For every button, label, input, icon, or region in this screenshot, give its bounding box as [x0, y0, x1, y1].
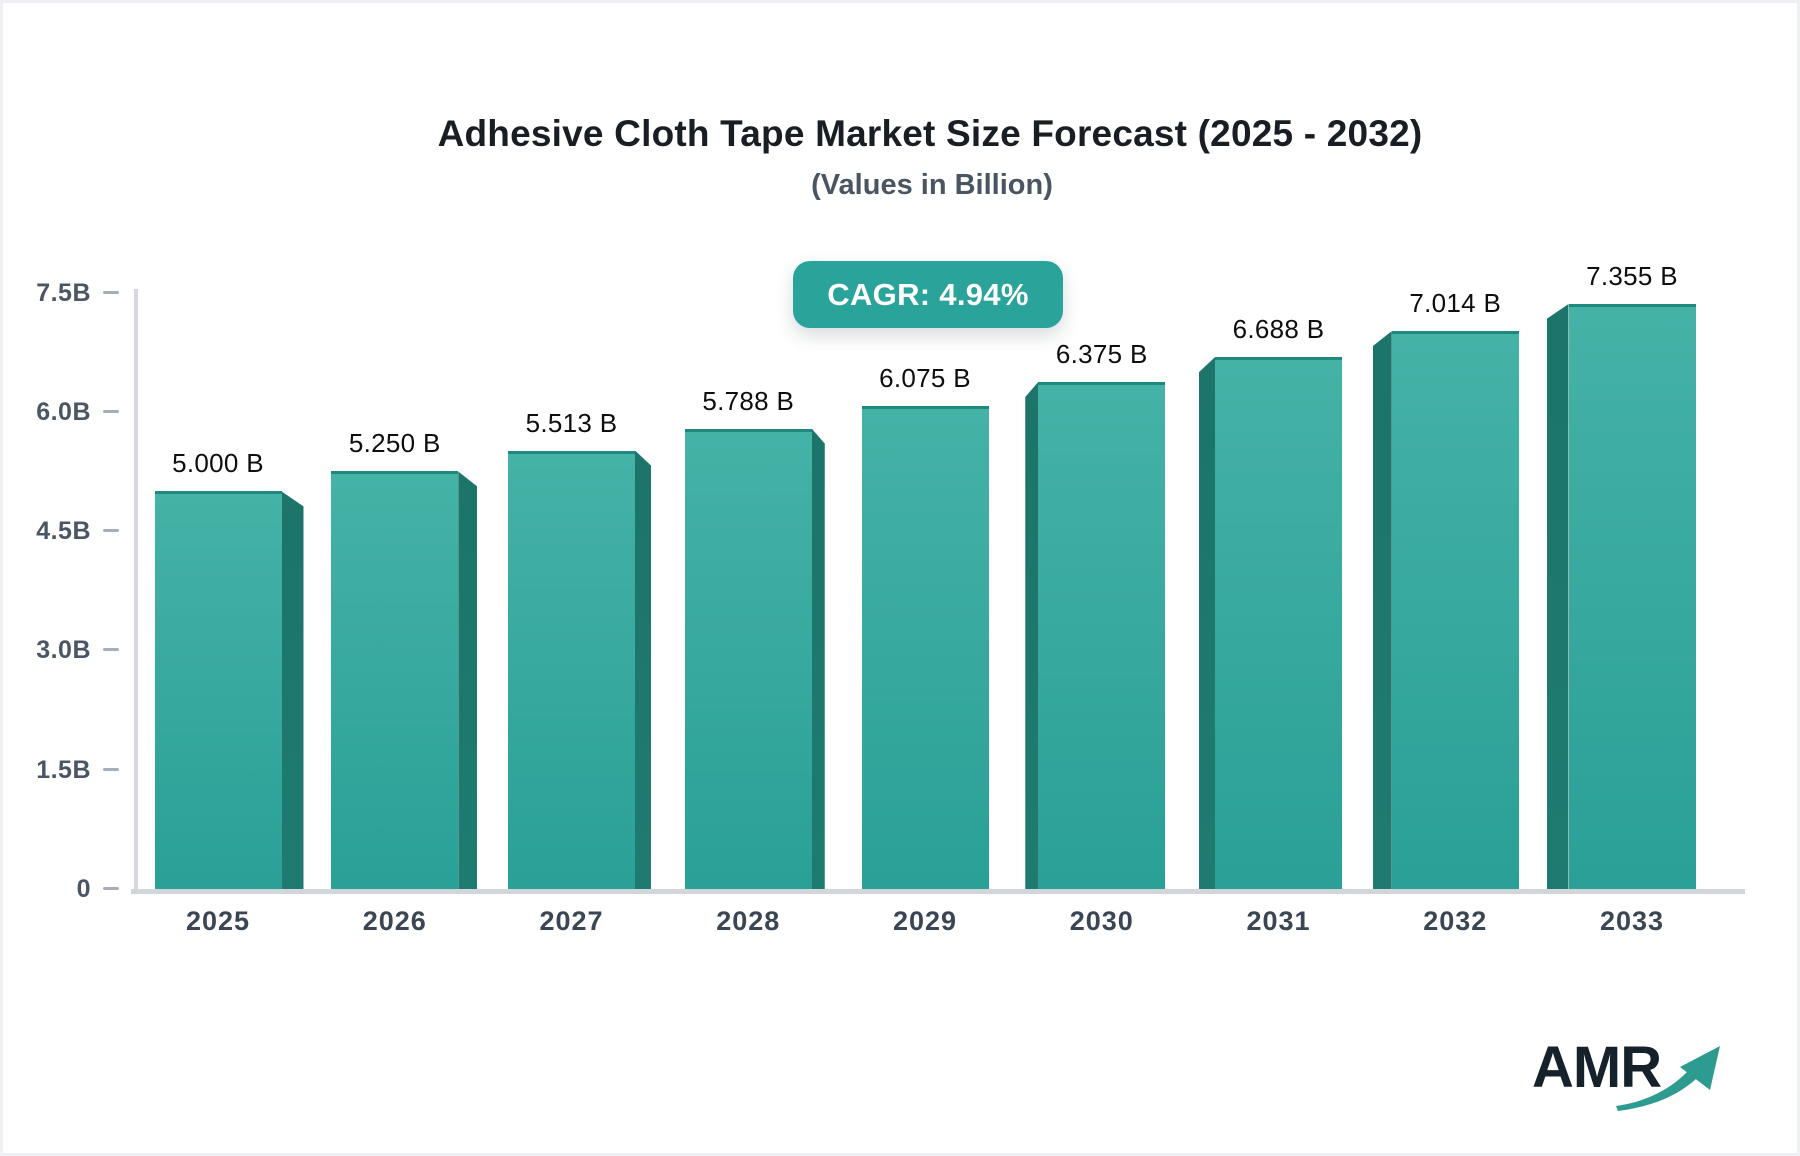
chart-subtitle: (Values in Billion)	[811, 169, 1053, 201]
bar-front-face	[684, 428, 812, 889]
y-tick-label: 7.5B	[36, 278, 91, 307]
x-axis-label: 2030	[1069, 906, 1134, 936]
amr-logo: AMR	[1532, 1033, 1742, 1123]
y-tick-label: 1.5B	[36, 755, 91, 784]
x-axis-label: 2031	[1246, 906, 1311, 936]
bar-value-label: 5.513 B	[525, 407, 618, 438]
bar-front-face	[508, 450, 635, 889]
bar-front-face	[1391, 331, 1519, 889]
bar-value-label: 5.788 B	[702, 385, 795, 416]
y-tick-mark	[103, 409, 119, 413]
x-axis-label: 2033	[1599, 906, 1665, 936]
y-axis-line	[134, 289, 138, 893]
chart-card: Adhesive Cloth Tape Market Size Forecast…	[3, 3, 1797, 1153]
bar-value-label: 7.014 B	[1409, 288, 1502, 319]
bar-front-face	[154, 491, 282, 889]
x-axis-label: 2032	[1423, 906, 1488, 936]
bar-front-face	[1568, 304, 1696, 889]
bar-front-face	[1038, 381, 1166, 889]
bar-side-face	[1546, 304, 1569, 889]
bar-side-face	[811, 428, 825, 889]
x-axis-label: 2028	[716, 906, 781, 936]
y-tick-mark	[103, 529, 119, 533]
bar-value-label: 6.688 B	[1232, 314, 1325, 345]
x-axis-line	[131, 889, 1745, 894]
x-axis-label: 2025	[185, 906, 251, 936]
cagr-badge: CAGR: 4.94%	[793, 261, 1063, 328]
bar-value-label: 5.000 B	[172, 448, 264, 479]
chart-title: Adhesive Cloth Tape Market Size Forecast…	[437, 113, 1423, 154]
bar-value-label: 6.375 B	[1055, 338, 1148, 369]
bar-value-label: 7.355 B	[1586, 261, 1678, 292]
bar-side-face	[635, 450, 651, 889]
bar-side-face	[1025, 381, 1039, 889]
growth-arrow-icon	[1616, 1046, 1720, 1111]
amr-logo-text: AMR	[1532, 1035, 1662, 1100]
bar-side-face	[1372, 331, 1392, 889]
bar-front-face	[1215, 357, 1342, 889]
x-axis-label: 2029	[892, 906, 958, 936]
bar-value-label: 6.075 B	[879, 362, 971, 393]
x-axis-label: 2026	[362, 906, 427, 936]
bar-side-face	[1199, 357, 1215, 889]
y-tick-label: 3.0B	[36, 636, 91, 665]
y-tick-label: 4.5B	[36, 517, 91, 546]
y-tick-label: 0	[76, 875, 91, 903]
y-tick-label: 6.0B	[36, 397, 91, 426]
y-tick-mark	[103, 767, 119, 771]
bar-value-label: 5.250 B	[348, 428, 441, 459]
x-axis-label: 2027	[539, 906, 604, 936]
bar-front-face	[861, 405, 989, 889]
bar-front-face	[331, 471, 459, 889]
bar-side-face	[281, 491, 304, 889]
cagr-badge-label: CAGR: 4.94%	[827, 276, 1029, 312]
y-tick-mark	[103, 648, 119, 652]
bar-chart: 0 1.5B 3.0B 4.5B 6.0B 7.5B 5.000 B 2025 5.250 B…	[3, 3, 1797, 1153]
bar-side-face	[458, 471, 478, 889]
y-tick-mark	[103, 290, 119, 294]
y-tick-mark	[103, 887, 119, 890]
